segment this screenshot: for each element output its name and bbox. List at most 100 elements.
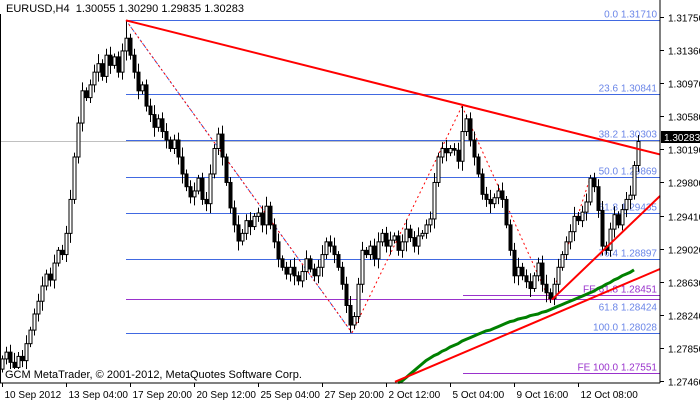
candle-bull — [96, 63, 101, 73]
candle-bear — [520, 266, 525, 277]
candle-bear — [136, 71, 141, 92]
fe-level-label: FE 61.8 1.28451 — [583, 285, 657, 296]
candle-bull — [404, 228, 409, 243]
candle-bear — [540, 262, 545, 285]
time-tick-label: 12 Oct 08:00 — [581, 390, 639, 401]
candle-bear — [220, 133, 225, 158]
candle-bull — [440, 148, 445, 158]
candle-bear — [200, 177, 205, 200]
candle-bear — [592, 177, 597, 188]
price-tick-label: 1.31360 — [668, 47, 700, 58]
candle-bull — [196, 177, 201, 192]
candle-bull — [16, 355, 21, 368]
time-axis: 10 Sep 2012 13 Sep 04:00 17 Sep 20:00 20 Se… — [2, 383, 639, 401]
moving-average — [397, 268, 635, 385]
candle-bull — [388, 239, 393, 247]
fib-level-label: 76.4 1.28897 — [599, 249, 658, 260]
candle-bull — [400, 241, 405, 251]
candle-bear — [524, 275, 529, 283]
current-price-label: 1.30283 — [664, 133, 700, 144]
candle-bull — [36, 300, 41, 315]
candle-bull — [552, 283, 557, 300]
copyright-text: GCM MetaTrader, © 2001-2012, MetaQuotes … — [5, 369, 302, 381]
candle-bull — [380, 232, 385, 243]
time-tick-label: 17 Sep 20:00 — [133, 390, 193, 401]
candle-bull — [392, 235, 397, 241]
candle-bear — [396, 235, 401, 251]
candle-bull — [244, 220, 249, 234]
symbol-header: EURUSD,H4 1.30055 1.30290 1.29835 1.3028… — [6, 3, 244, 15]
candle-bull — [632, 164, 637, 196]
candle-bull — [76, 122, 81, 158]
trendlines[interactable] — [125, 19, 661, 383]
candle-bear — [600, 209, 605, 247]
candle-bear — [248, 220, 253, 228]
candle-bear — [280, 258, 285, 268]
candle-bull — [44, 273, 49, 287]
trendline — [394, 268, 661, 383]
candle-bull — [52, 262, 57, 281]
candle-bull — [560, 254, 565, 268]
time-tick-label: 20 Sep 12:00 — [197, 390, 257, 401]
time-tick-label: 27 Sep 20:00 — [325, 390, 385, 401]
candle-bull — [252, 215, 257, 228]
candle-bear — [452, 148, 457, 151]
candle-bull — [416, 235, 421, 247]
candle-bear — [284, 266, 289, 275]
candle-bear — [296, 275, 301, 282]
candle-bull — [636, 140, 641, 166]
candle-bull — [192, 190, 197, 198]
candle-bear — [596, 186, 601, 211]
candle-bull — [88, 84, 93, 99]
candle-bear — [332, 245, 337, 256]
candle-bear — [128, 37, 133, 56]
candle-bull — [556, 266, 561, 285]
candle-bear — [132, 54, 137, 73]
ohlc-low: 1.29835 — [161, 3, 202, 15]
candle-bear — [292, 266, 297, 277]
fib-level-label: 50.0 1.29869 — [599, 167, 658, 178]
candle-bear — [616, 214, 621, 226]
candle-bear — [48, 273, 53, 281]
candle-bull — [40, 285, 45, 302]
candle-bear — [344, 283, 349, 306]
candle-bull — [620, 209, 625, 226]
candle-bear — [576, 215, 581, 222]
candle-bull — [572, 215, 577, 233]
price-tick-label: 1.30580 — [668, 113, 700, 124]
candle-bull — [4, 351, 9, 360]
candle-bear — [340, 266, 345, 285]
candle-bear — [224, 156, 229, 183]
candle-bear — [544, 283, 549, 294]
candle-bull — [264, 205, 269, 226]
candle-bull — [464, 118, 469, 133]
candle-bear — [148, 105, 153, 116]
candle-bull — [496, 190, 501, 199]
candle-bear — [116, 56, 121, 73]
candle-bear — [204, 198, 209, 205]
candle-bull — [608, 228, 613, 251]
candle-bull — [320, 254, 325, 268]
candle-bear — [232, 207, 237, 226]
candle-bear — [236, 224, 241, 242]
price-tick-label: 1.27460 — [668, 378, 700, 389]
candle-bull — [32, 313, 37, 331]
candle-bear — [336, 254, 341, 268]
candle-bull — [216, 133, 221, 150]
candle-bear — [348, 304, 353, 326]
candle-bear — [268, 205, 273, 226]
candle-bull — [92, 71, 97, 86]
candle-bear — [308, 258, 313, 270]
time-tick-label: 2 Oct 12:00 — [389, 390, 441, 401]
symbol-label: EURUSD,H4 — [6, 3, 70, 15]
candle-bear — [476, 156, 481, 175]
time-tick-label: 25 Sep 04:00 — [261, 390, 321, 401]
ohlc-high: 1.30290 — [118, 3, 159, 15]
candle-bear — [384, 232, 389, 247]
fib-level-label: 0.0 1.31710 — [604, 10, 657, 21]
candle-bull — [448, 148, 453, 154]
price-tick-label: 1.31750 — [668, 14, 700, 25]
fibonacci-retracement[interactable]: 0.0 1.31710 23.6 1.30841 38.2 1.30303 50.0 … — [125, 10, 660, 334]
candle-bull — [120, 50, 125, 73]
